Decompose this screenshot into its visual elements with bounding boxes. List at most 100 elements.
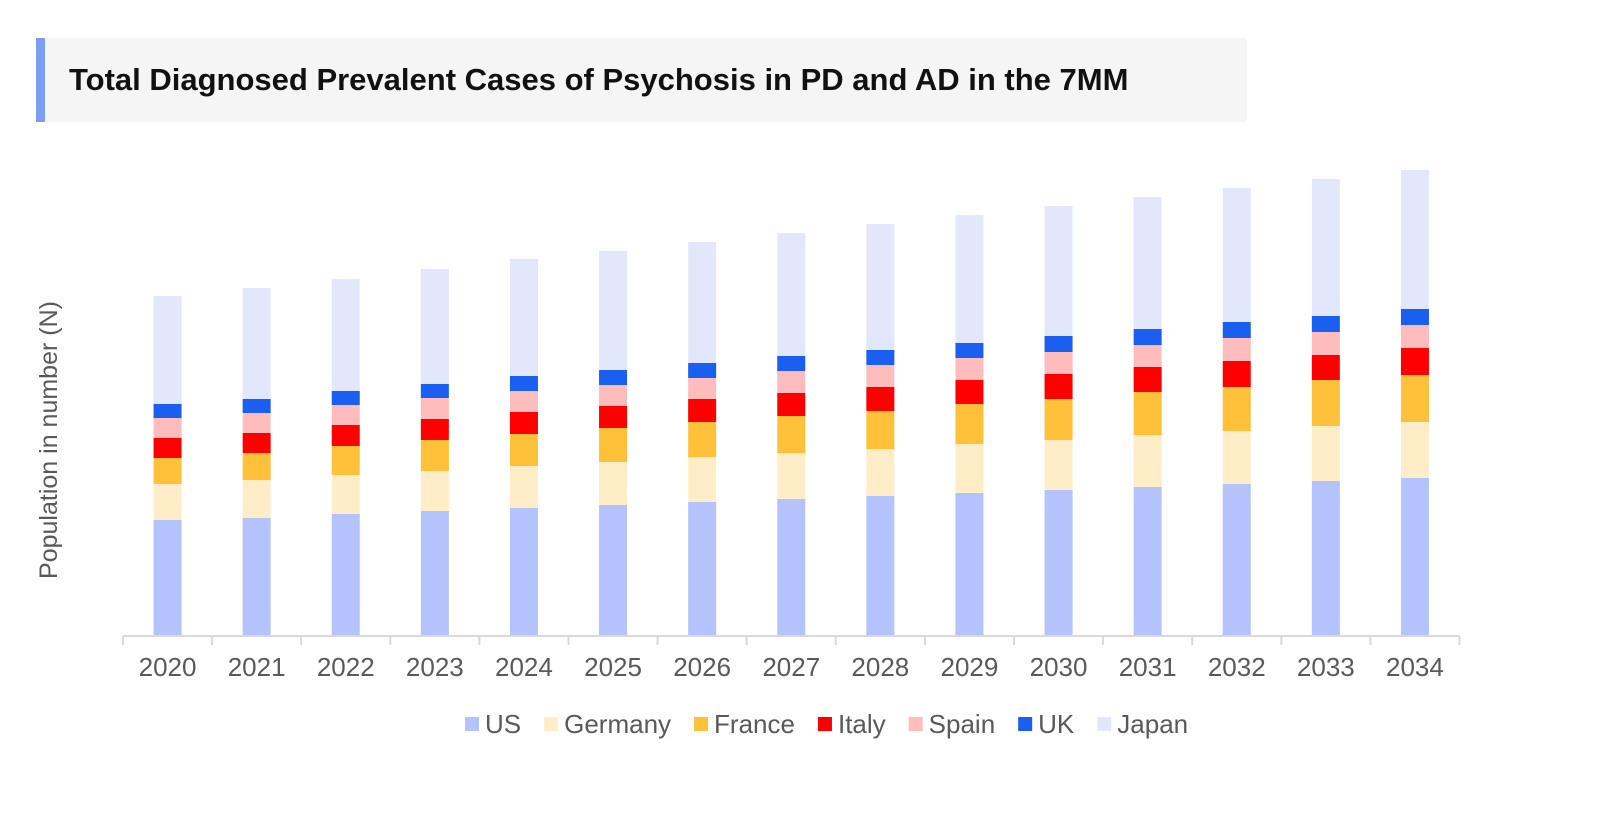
bar-segment-japan-2030	[1044, 206, 1073, 336]
bar-segment-uk-2033	[1311, 316, 1340, 332]
bar-segment-us-2020	[153, 520, 182, 636]
legend-label-spain: Spain	[929, 709, 996, 739]
bar-segment-spain-2024	[509, 391, 538, 412]
bar-segment-japan-2024	[509, 259, 538, 376]
bar-segment-germany-2032	[1222, 431, 1251, 484]
bar-segment-france-2029	[955, 404, 984, 444]
x-tick-label: 2026	[673, 652, 731, 682]
x-tick-label: 2021	[228, 652, 286, 682]
bar-segment-japan-2027	[777, 233, 806, 356]
bar-segment-spain-2026	[688, 378, 717, 399]
bar-segment-germany-2022	[331, 475, 360, 514]
bar-segment-us-2024	[509, 508, 538, 636]
bar-segment-italy-2031	[1133, 367, 1162, 392]
legend-label-italy: Italy	[838, 709, 886, 739]
legend-label-germany: Germany	[564, 709, 671, 739]
bar-segment-germany-2027	[777, 453, 806, 499]
bar-segment-spain-2027	[777, 371, 806, 393]
bar-segment-uk-2028	[866, 350, 895, 365]
bar-segment-uk-2034	[1400, 309, 1429, 325]
bar-segment-spain-2021	[242, 413, 271, 433]
legend: US Germany France Italy Spain UK Japan	[465, 709, 1188, 739]
legend-swatch-germany	[544, 717, 559, 731]
bar-segment-us-2027	[777, 499, 806, 636]
chart-title-box: Total Diagnosed Prevalent Cases of Psych…	[36, 38, 1247, 122]
bar-segment-japan-2031	[1133, 197, 1162, 329]
bar-segment-italy-2020	[153, 438, 182, 458]
bar-segment-us-2025	[599, 505, 628, 636]
legend-swatch-italy	[817, 717, 832, 731]
bar-segment-uk-2031	[1133, 329, 1162, 345]
x-tick-label: 2023	[406, 652, 464, 682]
bar-segment-us-2030	[1044, 490, 1073, 636]
bar-segment-japan-2032	[1222, 188, 1251, 322]
bar-segment-spain-2023	[420, 398, 449, 419]
bar-segment-japan-2022	[331, 279, 360, 391]
legend-swatch-us	[465, 717, 479, 731]
bar-segment-italy-2027	[777, 393, 806, 416]
bar-segment-japan-2020	[153, 296, 182, 404]
bar-segment-uk-2025	[599, 370, 628, 385]
bar-segment-france-2020	[153, 458, 182, 484]
bar-segment-france-2027	[777, 416, 806, 453]
bar-segment-us-2029	[955, 493, 984, 636]
legend-label-uk: UK	[1038, 709, 1075, 739]
x-tick-label: 2033	[1297, 652, 1355, 682]
bar-segment-japan-2029	[955, 215, 984, 343]
bar-segment-germany-2024	[509, 466, 538, 508]
bar-segment-uk-2022	[331, 391, 360, 405]
bar-segment-japan-2033	[1311, 179, 1340, 316]
bar-segment-germany-2023	[420, 471, 449, 511]
bar-segment-france-2033	[1311, 380, 1340, 426]
bar-segment-italy-2033	[1311, 355, 1340, 380]
bar-segment-spain-2028	[866, 365, 895, 387]
bar-segment-uk-2023	[420, 384, 449, 398]
bar-segment-france-2023	[420, 440, 449, 471]
bar-segment-france-2022	[331, 446, 360, 475]
y-axis-title: Population in number (N)	[35, 301, 63, 579]
bar-segment-uk-2020	[153, 404, 182, 418]
bar-segment-france-2025	[599, 428, 628, 462]
bar-segment-us-2028	[866, 496, 895, 636]
bar-segment-france-2024	[509, 434, 538, 466]
bar-segment-japan-2034	[1400, 170, 1429, 309]
bar-segment-germany-2028	[866, 449, 895, 496]
x-tick-label: 2027	[762, 652, 820, 682]
bar-segment-germany-2026	[688, 457, 717, 502]
bar-segment-france-2034	[1400, 375, 1429, 422]
x-tick-label: 2024	[495, 652, 553, 682]
bar-segment-uk-2021	[242, 399, 271, 413]
x-tick-label: 2029	[941, 652, 999, 682]
bar-segment-japan-2026	[688, 242, 717, 363]
x-tick-label: 2028	[851, 652, 909, 682]
bar-segment-france-2032	[1222, 387, 1251, 431]
bar-segment-japan-2025	[599, 251, 628, 370]
bar-segment-uk-2032	[1222, 322, 1251, 338]
bar-segment-spain-2025	[599, 385, 628, 406]
bar-segment-spain-2022	[331, 405, 360, 425]
bar-segment-germany-2029	[955, 444, 984, 493]
legend-swatch-uk	[1018, 717, 1033, 731]
bar-segment-italy-2026	[688, 399, 717, 422]
bar-segment-us-2026	[688, 502, 717, 636]
bar-segment-spain-2029	[955, 358, 984, 380]
bar-segment-germany-2020	[153, 484, 182, 520]
bar-segment-uk-2027	[777, 356, 806, 371]
legend-swatch-france	[694, 717, 709, 731]
bars-group	[153, 170, 1429, 636]
x-tick-label: 2031	[1119, 652, 1177, 682]
bar-segment-germany-2030	[1044, 440, 1073, 490]
bar-segment-spain-2032	[1222, 338, 1251, 361]
x-tick-label: 2030	[1030, 652, 1088, 682]
bar-segment-us-2034	[1400, 478, 1429, 636]
bar-segment-italy-2023	[420, 419, 449, 440]
bar-segment-germany-2034	[1400, 422, 1429, 478]
bar-segment-us-2033	[1311, 481, 1340, 636]
bar-segment-italy-2024	[509, 412, 538, 434]
bar-segment-italy-2021	[242, 433, 271, 453]
bar-segment-france-2026	[688, 422, 717, 457]
bar-segment-france-2028	[866, 411, 895, 449]
bar-segment-us-2022	[331, 514, 360, 636]
bar-segment-france-2031	[1133, 392, 1162, 435]
bar-segment-germany-2031	[1133, 435, 1162, 487]
